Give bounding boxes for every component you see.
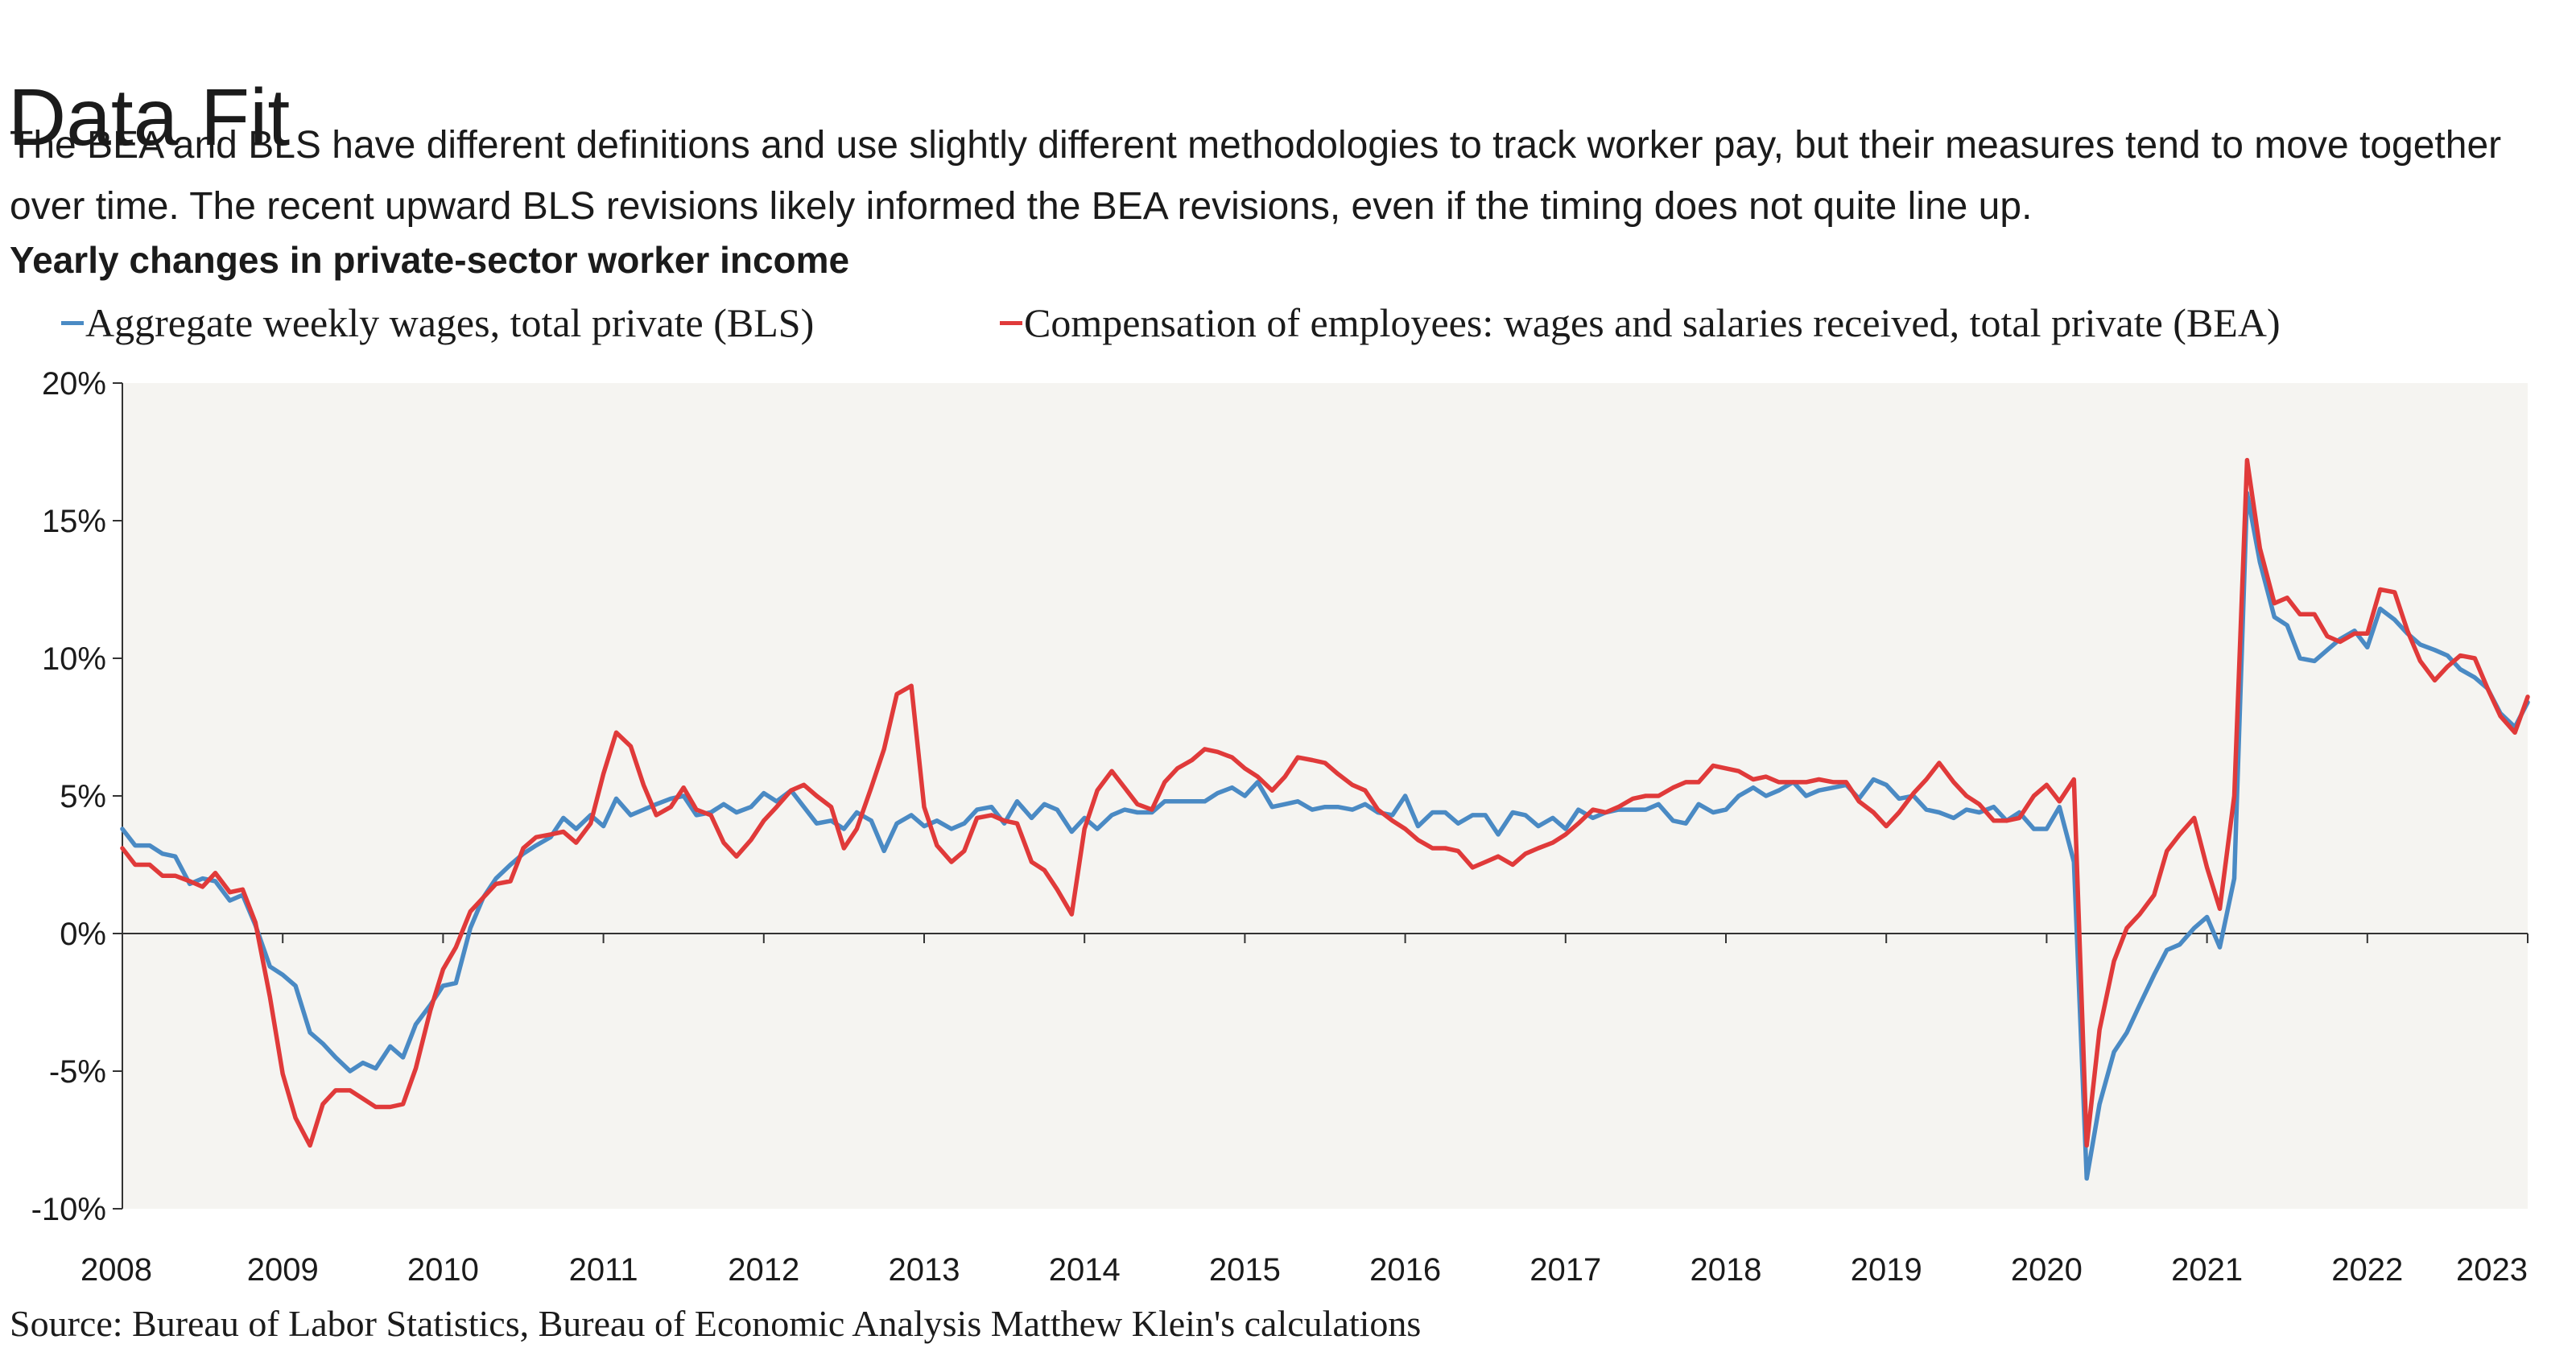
x-tick-label: 2013 [889,1252,960,1288]
x-tick-label: 2010 [407,1252,479,1288]
legend-label-bea: Compensation of employees: wages and sal… [1024,300,2281,345]
x-tick-label: 2022 [2331,1252,2403,1288]
x-tick-label: 2019 [1851,1252,1922,1288]
plot-area [122,383,2528,1209]
y-tick-label: 5% [60,779,106,814]
chart-axes: -10% -5% 0% 5% 10% 15% 20% 2008 2009 2010 2011 2012… [31,366,2529,1288]
legend-item-bls: Aggregate weekly wages, total private (B… [61,299,814,346]
x-tick-label: 2008 [80,1252,152,1288]
y-tick-label: 0% [60,917,106,952]
page-title: Data Fit [8,72,291,163]
y-tick-label: 10% [42,641,106,677]
chart-heading: Yearly changes in private-sector worker … [10,239,850,281]
x-tick-label: 2021 [2171,1252,2243,1288]
y-tick-label: 15% [42,504,106,539]
legend-swatch-bea [1000,320,1022,325]
legend-swatch-bls [61,320,84,325]
x-tick-label: 2012 [728,1252,799,1288]
legend-item-bea: Compensation of employees: wages and sal… [1000,299,2281,346]
series-line-bea [120,458,2530,1148]
x-tick-label: 2016 [1369,1252,1441,1288]
y-tick-label: 20% [42,366,106,402]
y-tick-label: -10% [31,1192,106,1227]
x-tick-label: 2017 [1530,1252,1601,1288]
x-tick-label: 2011 [569,1252,638,1288]
x-tick-label: 2014 [1049,1252,1121,1288]
x-tick-label: 2018 [1690,1252,1762,1288]
chart-series [120,458,2530,1181]
x-tick-label: 2015 [1209,1252,1281,1288]
x-tick-label: 2023 [2456,1252,2528,1288]
y-tick-label: -5% [49,1054,106,1090]
legend-label-bls: Aggregate weekly wages, total private (B… [85,300,815,345]
page-subtitle: The BEA and BLS have different definitio… [10,124,2502,228]
x-tick-label: 2009 [247,1252,319,1288]
source-note: Source: Bureau of Labor Statistics, Bure… [10,1303,1422,1344]
x-tick-label: 2020 [2011,1252,2083,1288]
